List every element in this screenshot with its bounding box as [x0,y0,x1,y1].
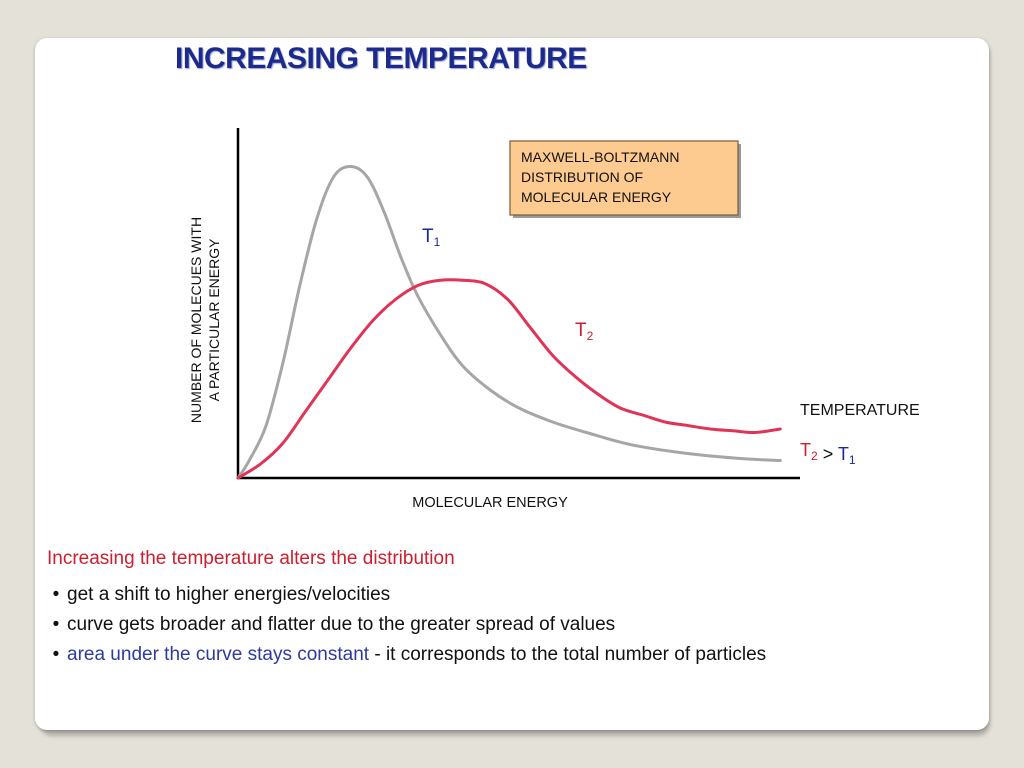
series-label-t1: T1 [422,226,441,249]
bullet-item: • curve gets broader and flatter due to t… [45,614,766,636]
bullet-list: • get a shift to higher energies/velociti… [45,584,766,674]
bullet-dot: • [52,644,60,665]
series-line-t1 [236,164,782,480]
distribution-chart: MAXWELL-BOLTZMANN DISTRIBUTION OF MOLECULA… [188,128,920,511]
legend-heading: TEMPERATURE [800,402,920,419]
x-axis-label: MOLECULAR ENERGY [412,495,568,511]
series-line-t2 [236,278,782,480]
series-label-t2: T2 [575,320,594,343]
bullet-highlight: area under the curve stays constant [67,644,370,665]
slide: INCREASING TEMPERATURE MAXWELL-BOLTZMANN… [35,38,989,730]
bullet-dot: • [52,584,60,605]
bullet-dot: • [52,614,60,635]
bullet-text: get a shift to higher energies/velocitie… [67,584,391,605]
bullet-item: • get a shift to higher energies/velociti… [45,584,766,606]
callout-text: MAXWELL-BOLTZMANN DISTRIBUTION OF MOLECULA… [521,149,679,205]
slide-title: INCREASING TEMPERATURE [175,42,587,75]
bullet-item: • area under the curve stays constant - i… [45,644,766,666]
bullet-text: curve gets broader and flatter due to th… [67,614,616,635]
bullet-text: - it corresponds to the total number of … [369,644,767,665]
y-axis-label: NUMBER OF MOLECUES WITH A PARTICULAR ENER… [188,217,222,423]
callout-box: MAXWELL-BOLTZMANN DISTRIBUTION OF MOLECULA… [509,140,741,218]
legend-relation: T2 > T1 [800,440,856,467]
caption: Increasing the temperature alters the di… [47,548,455,569]
